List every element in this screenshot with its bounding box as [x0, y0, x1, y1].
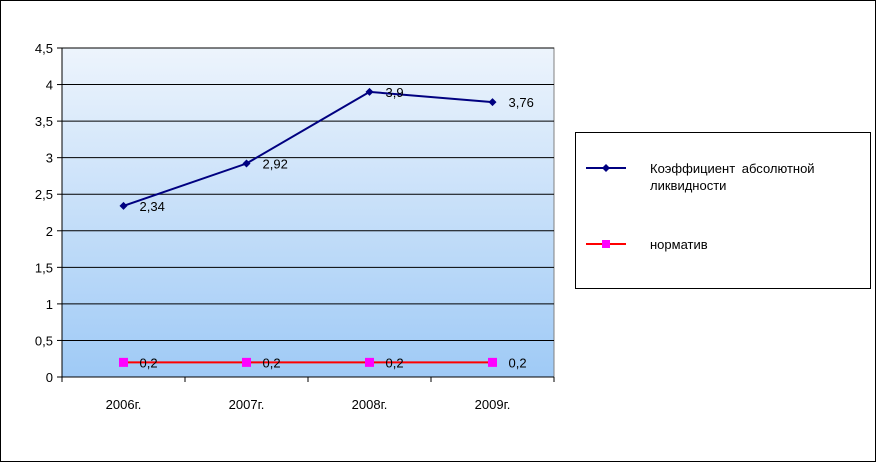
plot-area	[61, 47, 555, 378]
data-point-square	[365, 357, 374, 367]
data-point-square	[242, 357, 251, 367]
legend-label-series-2: норматив	[650, 237, 708, 252]
y-tick-label: 4	[46, 78, 53, 93]
data-point-diamond	[365, 87, 374, 96]
legend-swatch-diamond-icon	[586, 164, 626, 172]
data-point-square	[488, 357, 497, 367]
data-label: 2,92	[263, 157, 288, 172]
y-tick-label: 3,5	[35, 114, 53, 129]
data-label: 2,34	[140, 199, 165, 214]
legend-swatch-square-icon	[586, 240, 626, 248]
legend-label-series-1: Коэффициент абсолютной ликвидности	[650, 161, 815, 193]
data-point-square	[119, 357, 128, 367]
x-tick-label: 2008г.	[352, 397, 388, 412]
data-label: 0,2	[509, 355, 527, 370]
data-label: 0,2	[140, 355, 158, 370]
y-tick-label: 1	[46, 297, 53, 312]
series-line-1	[123, 90, 493, 207]
x-tick-label: 2007г.	[229, 397, 265, 412]
y-tick-label: 0,5	[35, 333, 53, 348]
y-tick-label: 1,5	[35, 260, 53, 275]
data-label: 3,76	[509, 95, 534, 110]
data-point-diamond	[119, 201, 128, 210]
data-point-diamond	[242, 159, 251, 168]
data-label: 0,2	[386, 355, 404, 370]
x-tick-label: 2006г.	[106, 397, 142, 412]
data-label: 0,2	[263, 355, 281, 370]
legend: Коэффициент абсолютной ликвидности норма…	[575, 132, 871, 289]
y-tick-label: 2,5	[35, 187, 53, 202]
data-point-diamond	[488, 98, 497, 107]
y-tick-label: 3	[46, 151, 53, 166]
y-tick-label: 4,5	[35, 41, 53, 56]
y-tick-label: 0	[46, 370, 53, 385]
x-tick-label: 2009г.	[475, 397, 511, 412]
y-tick-label: 2	[46, 224, 53, 239]
data-label: 3,9	[386, 85, 404, 100]
